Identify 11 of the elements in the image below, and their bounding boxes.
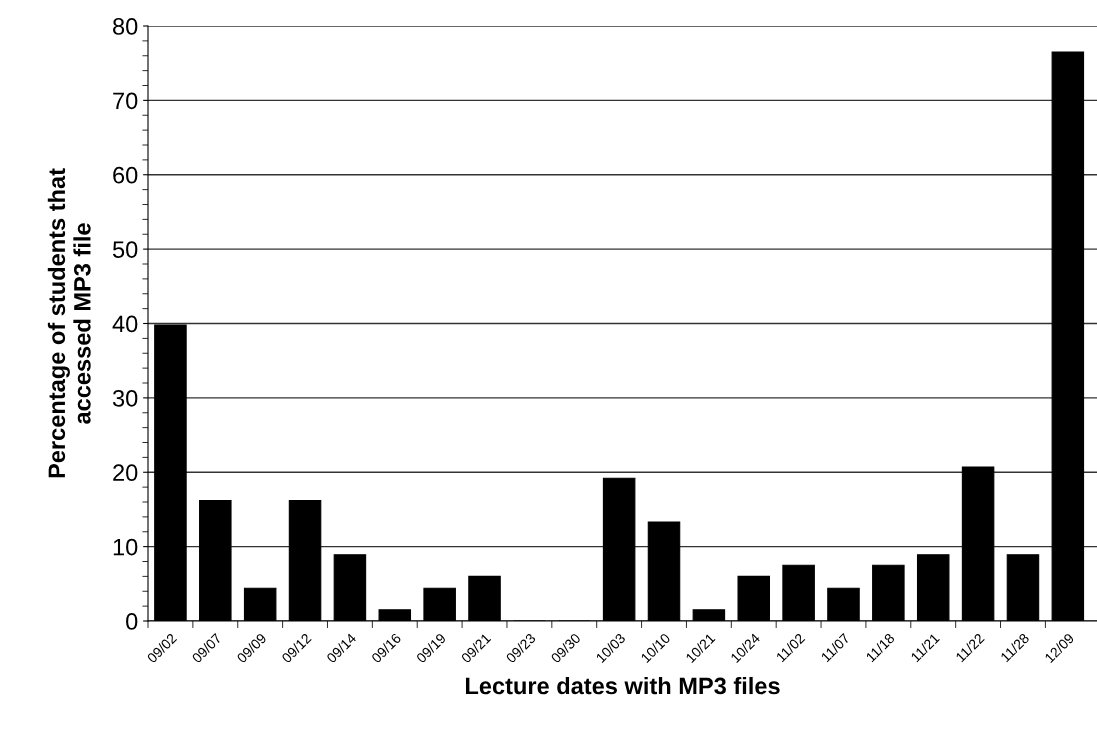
y-tick-label: 30 bbox=[112, 389, 138, 407]
y-tick-label: 40 bbox=[112, 315, 138, 333]
y-axis-title: Percentage of students that accessed MP3 file bbox=[47, 168, 91, 478]
y-tick-label: 0 bbox=[126, 613, 138, 630]
y-tick-label: 10 bbox=[113, 538, 138, 556]
x-axis-title: Lecture dates with MP3 files bbox=[465, 676, 780, 695]
y-tick-label: 50 bbox=[112, 241, 138, 258]
y-tick-label: 20 bbox=[113, 464, 138, 482]
y-tick-label: 70 bbox=[113, 92, 138, 110]
y-tick-label: 60 bbox=[113, 166, 138, 184]
y-tick-label: 80 bbox=[113, 18, 138, 35]
